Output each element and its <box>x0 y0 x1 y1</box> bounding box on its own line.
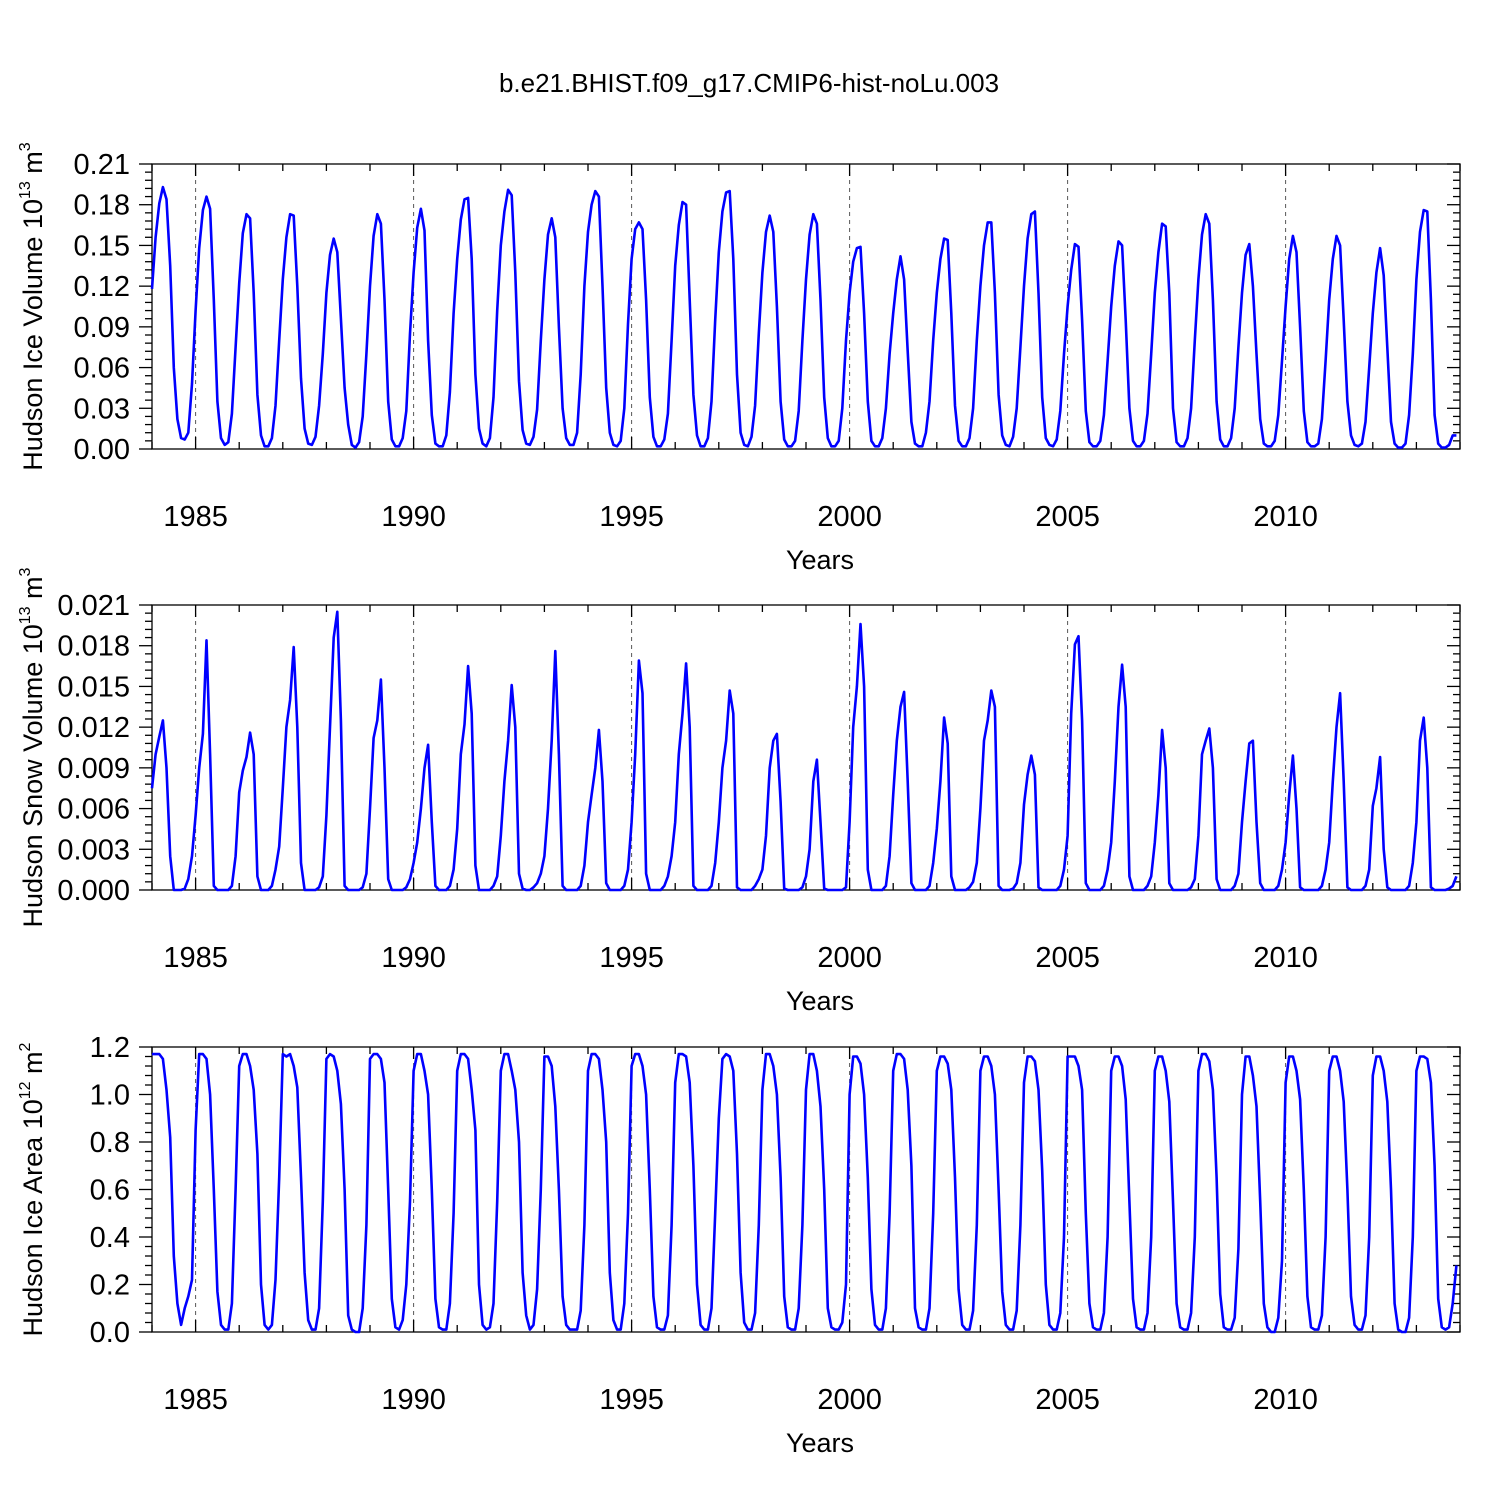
y-axis-label-mid: m <box>18 151 48 181</box>
y-axis-label-mid: m <box>18 1051 48 1081</box>
x-tick-label: 2005 <box>1035 942 1100 974</box>
plot-frame <box>151 604 1461 891</box>
y-tick-label: 0.012 <box>57 712 130 744</box>
y-tick-label: 0.00 <box>74 434 130 466</box>
x-tick-label: 1990 <box>381 1384 446 1416</box>
y-tick-label: 0.000 <box>57 875 130 907</box>
figure-title: b.e21.BHIST.f09_g17.CMIP6-hist-noLu.003 <box>499 68 999 98</box>
x-tick-label: 2000 <box>817 1384 882 1416</box>
y-axis-label: Hudson Ice Volume 1013 m3 <box>17 142 48 470</box>
y-axis-label-pre: Hudson Snow Volume 10 <box>18 624 48 927</box>
series-line <box>150 610 1458 892</box>
x-tick-label: 1985 <box>163 501 228 533</box>
x-tick-label: 2010 <box>1253 1384 1318 1416</box>
y-axis-label: Hudson Snow Volume 1013 m3 <box>17 567 48 927</box>
x-tick-label: 2005 <box>1035 1384 1100 1416</box>
y-tick-label: 0.021 <box>57 590 130 622</box>
x-axis-label: Years <box>786 545 854 575</box>
panels: 1985 1990 1995 2000 2005 20100.000.030.060.09… <box>17 142 1461 1458</box>
y-tick-label: 1.0 <box>90 1080 130 1112</box>
y-tick-label: 0.003 <box>57 834 130 866</box>
y-tick-label: 0.0 <box>90 1317 130 1349</box>
y-axis-label: Hudson Ice Area 1012 m2 <box>17 1042 48 1336</box>
y-axis-label-exp: 13 <box>17 181 34 199</box>
x-tick-label: 1995 <box>599 942 664 974</box>
x-tick-label: 1995 <box>599 1384 664 1416</box>
y-axis-label-unit_exp: 2 <box>17 1042 34 1051</box>
x-tick-label: 2000 <box>817 942 882 974</box>
x-axis-label: Years <box>786 986 854 1016</box>
x-tick-label: 1990 <box>381 501 446 533</box>
y-tick-label: 0.6 <box>90 1175 130 1207</box>
y-tick-label: 0.009 <box>57 753 130 785</box>
y-tick-label: 0.018 <box>57 631 130 663</box>
x-tick-label: 2000 <box>817 501 882 533</box>
y-tick-label: 0.06 <box>74 353 130 385</box>
y-axis-label-unit_exp: 3 <box>17 142 34 151</box>
x-axis-label: Years <box>786 1428 854 1458</box>
y-tick-label: 0.18 <box>74 190 130 222</box>
series-line <box>150 185 1457 449</box>
y-tick-label: 0.12 <box>74 271 130 303</box>
x-tick-label: 1985 <box>163 942 228 974</box>
y-tick-label: 0.09 <box>74 312 130 344</box>
y-axis-label-pre: Hudson Ice Volume 10 <box>18 199 48 471</box>
y-tick-label: 0.03 <box>74 393 130 425</box>
series-line <box>152 1052 1458 1334</box>
y-tick-label: 0.21 <box>74 149 130 181</box>
y-tick-label: 0.2 <box>90 1270 130 1302</box>
y-axis-label-mid: m <box>18 576 48 606</box>
x-tick-label: 1985 <box>163 1384 228 1416</box>
y-axis-label-exp: 13 <box>17 606 34 624</box>
y-tick-label: 0.015 <box>57 671 130 703</box>
x-tick-label: 2005 <box>1035 501 1100 533</box>
panel-2: 1985 1990 1995 2000 2005 2010 0.000 0.003 0.006 0… <box>17 567 1461 1016</box>
panel-3: 1985 1990 1995 2000 2005 2010 0.0 0.2 0.4 0.6 0.8 1… <box>17 1032 1461 1458</box>
y-tick-label: 0.15 <box>74 230 130 262</box>
y-axis-label-pre: Hudson Ice Area 10 <box>18 1099 48 1336</box>
y-axis-label-unit_exp: 3 <box>17 567 34 576</box>
y-tick-label: 0.8 <box>90 1127 130 1159</box>
y-axis-label-exp: 12 <box>17 1081 34 1099</box>
panel-1: 1985 1990 1995 2000 2005 2010 0.00 0.03 0.06 0.09… <box>17 142 1461 575</box>
y-tick-label: 1.2 <box>90 1032 130 1064</box>
y-tick-label: 0.4 <box>90 1222 130 1254</box>
x-tick-label: 2010 <box>1253 501 1318 533</box>
plot-frame <box>151 163 1461 450</box>
y-tick-label: 0.006 <box>57 794 130 826</box>
x-tick-label: 1995 <box>599 501 664 533</box>
x-tick-label: 2010 <box>1253 942 1318 974</box>
x-tick-label: 1990 <box>381 942 446 974</box>
